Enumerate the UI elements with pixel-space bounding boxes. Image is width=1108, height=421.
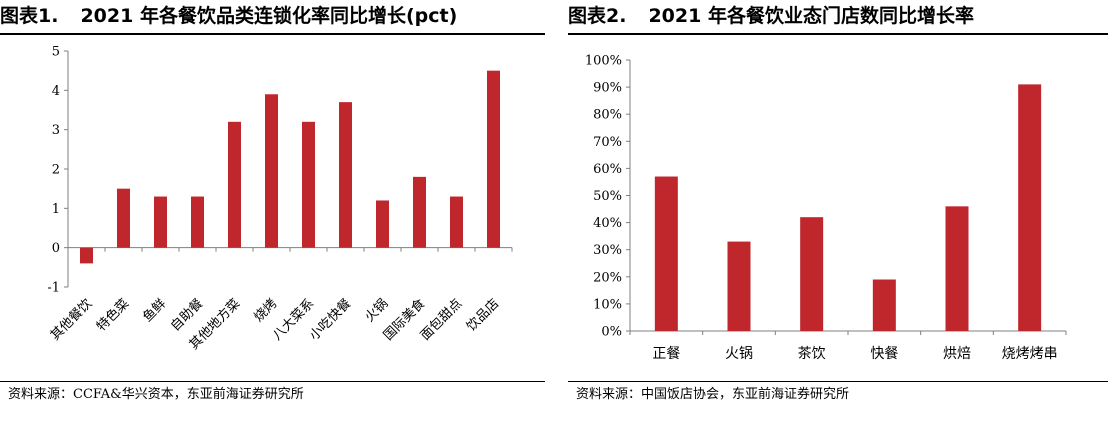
bar bbox=[450, 196, 463, 248]
y-tick-label: 60% bbox=[593, 162, 622, 177]
source-note: 资料来源：CCFA&华兴资本，东亚前海证券研究所 bbox=[8, 387, 304, 402]
y-tick-label: 4 bbox=[52, 84, 60, 99]
bar bbox=[413, 176, 426, 248]
y-tick-label: 20% bbox=[593, 270, 622, 285]
x-tick-label: 火锅 bbox=[725, 346, 753, 362]
y-tick-label: 90% bbox=[593, 81, 622, 96]
source-rule bbox=[568, 381, 1108, 382]
y-tick-label: 5 bbox=[52, 45, 60, 60]
bar bbox=[872, 279, 896, 331]
bar bbox=[800, 217, 824, 331]
figure-label: 图表2. bbox=[568, 5, 627, 27]
y-tick-label: 40% bbox=[593, 216, 622, 231]
figure-2: 图表2. 2021 年各餐饮业态门店数同比增长率 0% 10% 20% 30% 40% 50… bbox=[568, 0, 1108, 421]
y-tick-label: 10% bbox=[593, 297, 622, 312]
figure-label: 图表1. bbox=[0, 5, 59, 27]
bar-chart-store-growth: 0% 10% 20% 30% 40% 50% 60% 70% 80% 90% 100% 正餐 火锅 茶饮 快… bbox=[585, 54, 1067, 362]
bar bbox=[727, 241, 751, 331]
bar bbox=[154, 196, 167, 248]
y-tick-label: 0% bbox=[601, 325, 622, 340]
figure-title: 图表2. 2021 年各餐饮业态门店数同比增长率 bbox=[568, 0, 1108, 33]
bar bbox=[654, 176, 678, 331]
title-rule bbox=[0, 33, 545, 35]
x-tick-label: 快餐 bbox=[870, 346, 898, 362]
bar bbox=[945, 206, 969, 331]
figure-title-text: 2021 年各餐饮品类连锁化率同比增长(pct) bbox=[80, 5, 458, 27]
x-tick-label: 烘焙 bbox=[943, 346, 971, 362]
source-note: 资料来源：中国饭店协会，东亚前海证券研究所 bbox=[576, 387, 850, 402]
x-tick-label: 正餐 bbox=[652, 346, 680, 362]
y-tick-label: 80% bbox=[593, 108, 622, 123]
bar bbox=[339, 102, 352, 248]
x-tick-label: 茶饮 bbox=[798, 346, 826, 362]
y-tick-label: 50% bbox=[593, 189, 622, 204]
x-tick-label: 烧烤烤串 bbox=[1002, 346, 1058, 362]
bar bbox=[302, 121, 315, 248]
x-tick-label: 烧烤 bbox=[251, 296, 280, 325]
source-rule bbox=[0, 381, 545, 382]
bar bbox=[487, 70, 500, 248]
x-tick-label: 面包甜点 bbox=[417, 296, 465, 344]
x-tick-label: 小吃快餐 bbox=[306, 296, 354, 344]
y-tick-label: -1 bbox=[47, 281, 60, 296]
y-tick-label: 2 bbox=[52, 163, 60, 178]
x-tick-label: 特色菜 bbox=[93, 296, 132, 335]
bar bbox=[228, 121, 241, 248]
y-tick-label: 100% bbox=[585, 54, 622, 69]
y-tick-label: 0 bbox=[52, 241, 60, 256]
x-tick-label: 火锅 bbox=[362, 296, 392, 326]
x-tick-label: 其他餐饮 bbox=[47, 296, 95, 344]
y-tick-label: 70% bbox=[593, 135, 622, 150]
bar bbox=[80, 247, 93, 264]
bar bbox=[265, 94, 278, 248]
figure-1: 图表1. 2021 年各餐饮品类连锁化率同比增长(pct) -1 0 1 2 3 4 5 其他餐… bbox=[0, 0, 545, 421]
bar bbox=[376, 200, 389, 248]
bar bbox=[117, 188, 130, 248]
title-rule bbox=[568, 33, 1108, 35]
bar bbox=[1018, 84, 1042, 331]
y-tick-label: 30% bbox=[593, 243, 622, 258]
x-tick-label: 鱼鲜 bbox=[140, 296, 170, 326]
y-tick-label: 3 bbox=[52, 123, 60, 138]
y-tick-label: 1 bbox=[52, 202, 60, 217]
figure-title-text: 2021 年各餐饮业态门店数同比增长率 bbox=[648, 5, 974, 27]
figure-title: 图表1. 2021 年各餐饮品类连锁化率同比增长(pct) bbox=[0, 0, 545, 33]
x-tick-label: 饮品店 bbox=[464, 296, 502, 334]
bar bbox=[191, 196, 204, 248]
